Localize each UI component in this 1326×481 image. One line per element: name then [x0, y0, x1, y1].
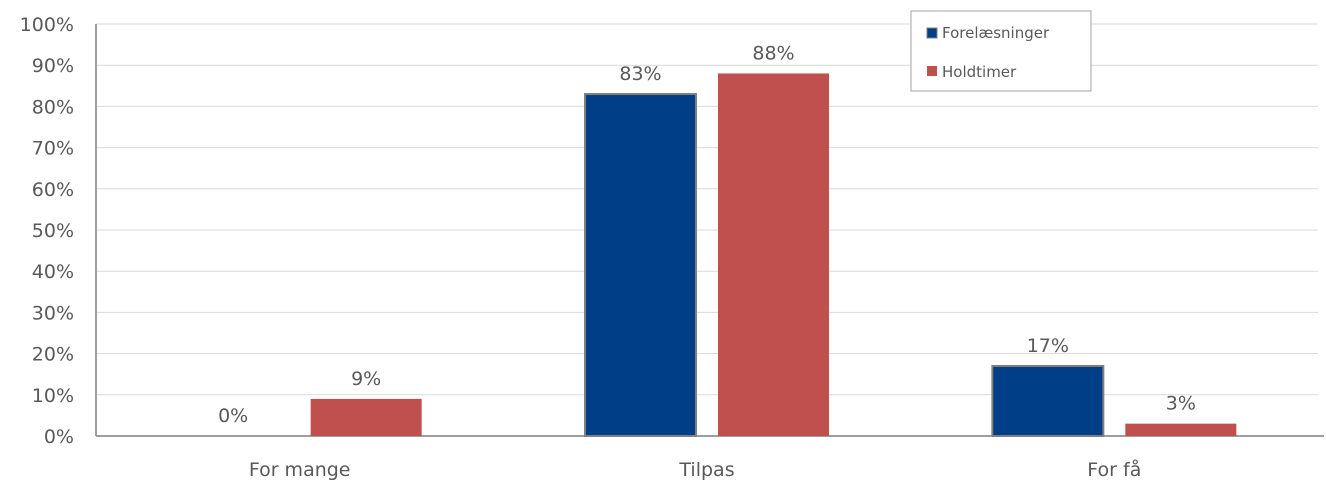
data-label: 17%	[1027, 335, 1069, 357]
data-label: 88%	[752, 42, 794, 64]
y-tick-label: 30%	[32, 302, 74, 324]
data-label: 83%	[619, 63, 661, 85]
bar-holdtimer	[310, 398, 422, 436]
bars	[310, 73, 1237, 437]
x-category-label: For mange	[249, 459, 351, 481]
y-tick-label: 60%	[32, 179, 74, 201]
bar-holdtimer	[718, 73, 829, 436]
gridlines	[96, 23, 1318, 396]
y-tick-label: 0%	[44, 426, 74, 448]
y-tick-label: 70%	[32, 138, 74, 160]
legend-label-holdtimer: Holdtimer	[942, 63, 1017, 81]
bar-forelaesninger	[991, 364, 1105, 437]
y-tick-label: 100%	[20, 14, 74, 36]
y-tick-label: 80%	[32, 96, 74, 118]
data-labels: 0% 9% 83% 88% 17% 3%	[218, 42, 1196, 427]
y-tick-label: 50%	[32, 220, 74, 242]
legend: Forelæsninger Holdtimer	[910, 10, 1092, 92]
y-tick-label: 40%	[32, 261, 74, 283]
y-tick-label: 20%	[32, 344, 74, 366]
x-category-label: For få	[1087, 458, 1141, 481]
legend-label-forelaesninger: Forelæsninger	[942, 24, 1050, 42]
x-category-label: Tilpas	[678, 459, 734, 481]
bar-holdtimer	[1125, 423, 1237, 436]
y-tick-label: 10%	[32, 385, 74, 407]
legend-swatch-holdtimer	[927, 66, 937, 76]
legend-swatch-forelaesninger	[926, 27, 938, 39]
axes: 0% 10% 20% 30% 40% 50% 60% 70% 80% 90% 100% For man…	[20, 14, 1324, 481]
data-label: 3%	[1166, 393, 1196, 415]
y-tick-label: 90%	[32, 55, 74, 77]
data-label: 0%	[218, 405, 248, 427]
legend-box	[910, 10, 1092, 92]
data-label: 9%	[351, 368, 381, 390]
bar-forelaesninger	[584, 93, 697, 437]
